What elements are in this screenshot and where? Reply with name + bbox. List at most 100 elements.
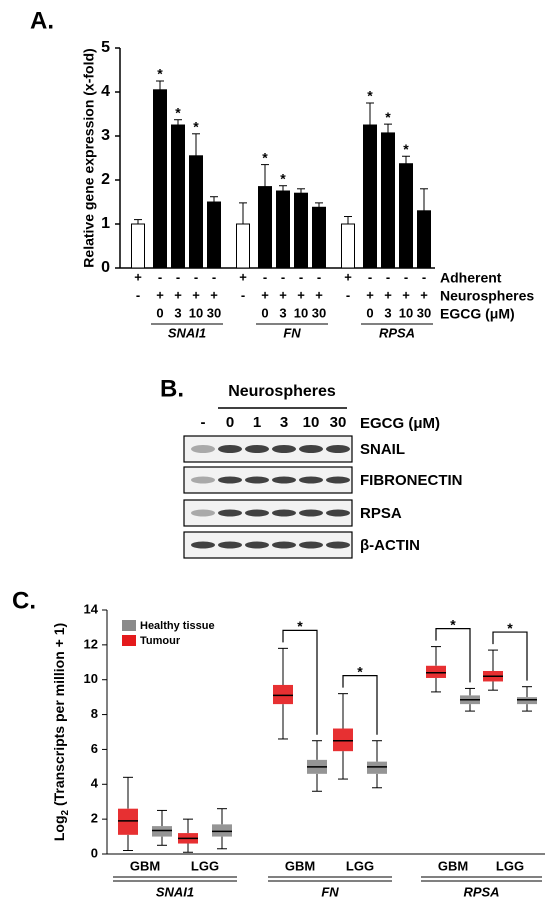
y-tick-label: 6 xyxy=(91,741,98,756)
subgroup-label: LGG xyxy=(346,858,374,873)
condition-mark: + xyxy=(261,287,269,302)
y-tick-label: 2 xyxy=(101,171,110,188)
significance-star: * xyxy=(385,109,391,125)
blot-band xyxy=(272,509,296,517)
blot-band xyxy=(191,509,215,517)
blot-band xyxy=(218,445,242,453)
condition-mark: - xyxy=(422,269,426,284)
blot-band xyxy=(245,509,269,517)
condition-mark: - xyxy=(346,287,350,302)
condition-mark: 3 xyxy=(384,305,391,320)
significance-star: * xyxy=(357,663,363,679)
lane-label: 3 xyxy=(280,414,288,431)
blot-band xyxy=(326,476,350,484)
blot-band xyxy=(299,476,323,484)
condition-mark: 0 xyxy=(156,305,163,320)
blot-band xyxy=(218,509,242,517)
gene-label: SNAI1 xyxy=(156,884,194,899)
y-tick-label: 5 xyxy=(101,39,110,56)
blot-band xyxy=(326,541,350,549)
condition-label: Adherent xyxy=(440,270,502,286)
blot-row-label: β-ACTIN xyxy=(360,537,420,554)
blot-header: Neurospheres xyxy=(228,383,336,400)
lane-label: 30 xyxy=(330,414,347,431)
bar xyxy=(294,192,308,269)
y-axis-label: Relative gene expression (x-fold) xyxy=(81,48,97,267)
condition-mark: - xyxy=(281,269,285,284)
blot-band xyxy=(191,541,215,549)
bar xyxy=(399,163,413,269)
box xyxy=(212,824,232,837)
condition-mark: - xyxy=(212,269,216,284)
subgroup-label: GBM xyxy=(130,858,160,873)
significance-star: * xyxy=(175,104,181,120)
condition-mark: + xyxy=(344,269,352,284)
y-label-rest: (Transcripts per million + 1) xyxy=(51,623,67,810)
condition-mark: - xyxy=(136,287,140,302)
condition-mark: 3 xyxy=(279,305,286,320)
y-tick-label: 2 xyxy=(91,811,98,826)
condition-mark: 10 xyxy=(189,305,203,320)
blot-band xyxy=(191,445,215,453)
condition-mark: - xyxy=(386,269,390,284)
box xyxy=(367,761,387,774)
gene-label: RPSA xyxy=(463,884,499,899)
significance-bracket xyxy=(492,631,528,681)
gene-label: FN xyxy=(321,884,339,899)
blot-band xyxy=(218,541,242,549)
condition-mark: + xyxy=(239,269,247,284)
bar xyxy=(153,89,167,269)
legend-label: Healthy tissue xyxy=(140,620,215,632)
blot-band xyxy=(245,541,269,549)
significance-bracket xyxy=(435,627,471,683)
bar xyxy=(381,132,395,269)
condition-mark: + xyxy=(279,287,287,302)
condition-mark: - xyxy=(241,287,245,302)
significance-bracket xyxy=(342,675,378,735)
y-tick-label: 0 xyxy=(91,845,98,860)
condition-mark: - xyxy=(299,269,303,284)
subgroup-label: GBM xyxy=(285,858,315,873)
legend-swatch xyxy=(122,635,136,646)
bar xyxy=(131,223,145,269)
bar xyxy=(312,206,326,269)
bar xyxy=(341,223,355,269)
condition-mark: + xyxy=(366,287,374,302)
gene-label: RPSA xyxy=(379,325,415,340)
blot-row-label: SNAIL xyxy=(360,441,405,458)
y-tick-label: 8 xyxy=(91,706,98,721)
blot-band xyxy=(272,541,296,549)
bar xyxy=(171,124,185,269)
condition-mark: + xyxy=(420,287,428,302)
blot-band xyxy=(299,445,323,453)
blot-band xyxy=(299,509,323,517)
blot-band xyxy=(191,476,215,484)
condition-mark: + xyxy=(384,287,392,302)
condition-mark: + xyxy=(156,287,164,302)
bar xyxy=(258,186,272,269)
condition-mark: - xyxy=(368,269,372,284)
lane-unit: EGCG (μM) xyxy=(360,415,440,432)
y-tick-label: 12 xyxy=(84,636,98,651)
condition-mark: 0 xyxy=(366,305,373,320)
bar xyxy=(276,190,290,269)
y-label-base: Log xyxy=(51,816,67,842)
blot-band xyxy=(299,541,323,549)
lane-label: 1 xyxy=(253,414,261,431)
bar xyxy=(363,124,377,269)
condition-mark: - xyxy=(404,269,408,284)
significance-star: * xyxy=(193,119,199,135)
condition-mark: 3 xyxy=(174,305,181,320)
significance-star: * xyxy=(450,616,456,632)
legend-swatch xyxy=(122,620,136,631)
box xyxy=(333,728,353,752)
condition-mark: + xyxy=(192,287,200,302)
box xyxy=(517,697,537,705)
box xyxy=(118,808,138,835)
y-tick-label: 4 xyxy=(101,83,110,100)
panel-label: B. xyxy=(160,375,184,402)
y-tick-label: 0 xyxy=(101,259,110,276)
y-tick-label: 4 xyxy=(91,776,99,791)
